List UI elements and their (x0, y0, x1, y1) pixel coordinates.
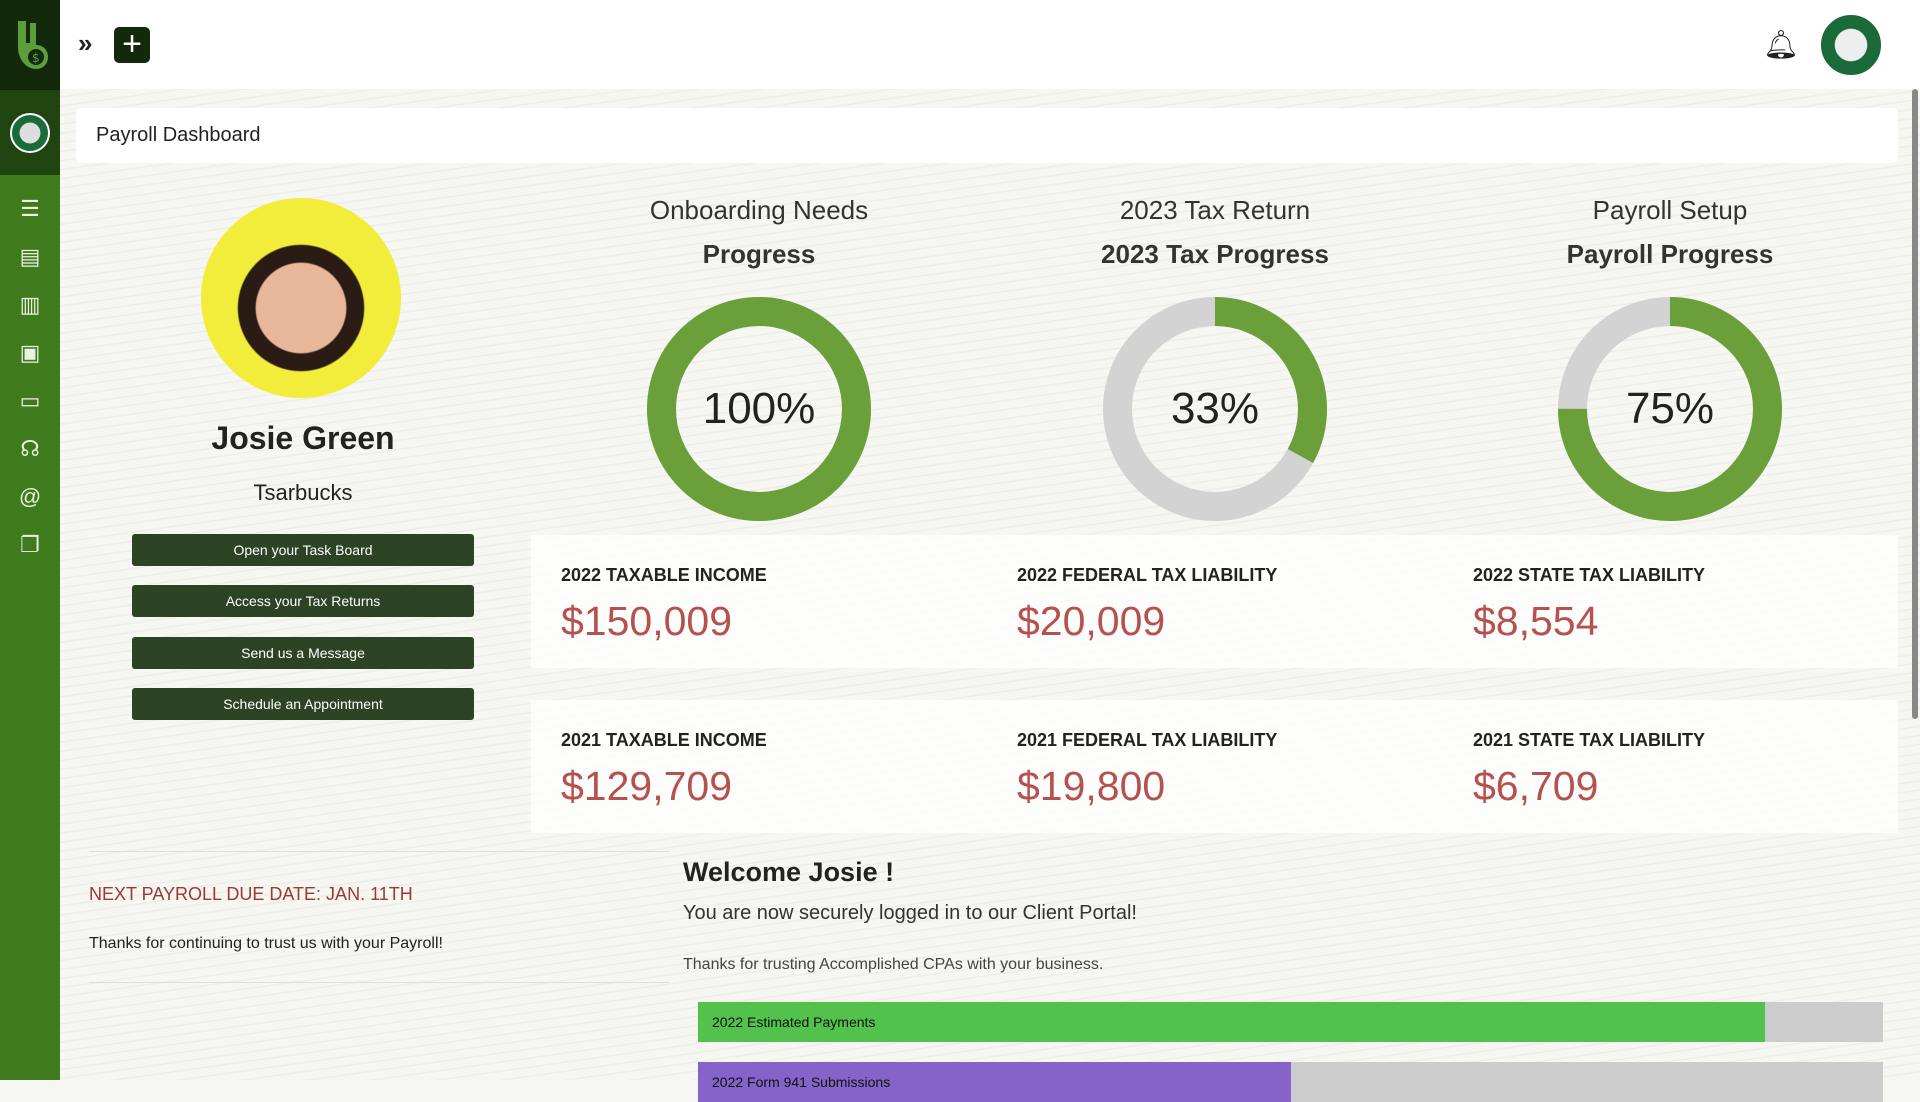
stat-card: 2022 TAXABLE INCOME $150,009 (561, 565, 767, 645)
stats-row-2021: 2021 TAXABLE INCOME $129,709 2021 FEDERAL… (531, 700, 1898, 833)
bar-label: 2022 Form 941 Submissions (712, 1074, 891, 1090)
svg-text:$: $ (32, 51, 40, 65)
stat-value: $20,009 (1017, 598, 1166, 644)
sidebar: $ ☰ ▤ ▥ ▣ ▭ ☊ @ ❐ (0, 0, 60, 1080)
bell-icon[interactable]: 🔔︎ (1763, 29, 1799, 60)
progress-bar-estimated-payments: 2022 Estimated Payments (698, 1002, 1883, 1042)
stat-value: $6,709 (1473, 763, 1599, 809)
donut-fill (1558, 297, 1782, 521)
progress-bar-form-941: 2022 Form 941 Submissions (698, 1062, 1883, 1102)
divider (89, 982, 669, 983)
donut-subtitle: 2023 Tax Progress (1101, 239, 1329, 269)
donut-percent: 100% (702, 384, 816, 433)
calendar-icon[interactable]: ▣ (19, 340, 41, 365)
scrollbar[interactable] (1912, 89, 1918, 719)
welcome-title: Welcome Josie ! (683, 857, 895, 887)
donut-subtitle: Payroll Progress (1566, 239, 1774, 269)
donut-percent: 33% (1170, 384, 1260, 433)
window-icon[interactable]: ❐ (20, 532, 40, 557)
schedule-appointment-button[interactable]: Schedule an Appointment (132, 688, 474, 720)
donut-title: Payroll Setup (1592, 195, 1748, 225)
donut-fill (647, 297, 871, 521)
board-icon[interactable]: ▥ (19, 292, 41, 317)
user-avatar[interactable] (1821, 15, 1881, 75)
bar-fill (698, 1002, 1765, 1042)
stat-label: 2021 STATE TAX LIABILITY (1473, 730, 1706, 750)
stat-card: 2021 TAXABLE INCOME $129,709 (561, 730, 767, 810)
add-button[interactable]: + (114, 27, 150, 63)
support-icon[interactable]: ☊ (20, 436, 40, 461)
logo-icon[interactable]: $ (0, 0, 60, 90)
top-bar: » + 🔔︎ (60, 0, 1920, 89)
account-avatar[interactable] (0, 90, 60, 175)
stat-card: 2022 FEDERAL TAX LIABILITY $20,009 (1017, 565, 1277, 645)
bar-label: 2022 Estimated Payments (712, 1014, 876, 1030)
profile-photo (201, 198, 401, 398)
stat-value: $8,554 (1473, 598, 1599, 644)
donut-subtitle: Progress (702, 239, 816, 269)
next-payroll-due: NEXT PAYROLL DUE DATE: JAN. 11TH (89, 884, 413, 904)
stats-row-2022: 2022 TAXABLE INCOME $150,009 2022 FEDERAL… (531, 535, 1898, 668)
stat-label: 2021 TAXABLE INCOME (561, 730, 767, 750)
stat-label: 2022 TAXABLE INCOME (561, 565, 767, 585)
donut-title: 2023 Tax Return (1119, 195, 1311, 225)
email-icon[interactable]: @ (18, 484, 42, 509)
profile-name: Josie Green (211, 420, 395, 456)
folder-icon[interactable]: ▭ (19, 388, 41, 413)
progress-donut-1: 2023 Tax Return 2023 Tax Progress 33% (1015, 195, 1415, 521)
donut-title: Onboarding Needs (649, 195, 869, 225)
stat-card: 2021 STATE TAX LIABILITY $6,709 (1473, 730, 1705, 810)
donut-fill (1103, 297, 1327, 521)
stat-value: $19,800 (1017, 763, 1166, 809)
stat-label: 2022 FEDERAL TAX LIABILITY (1017, 565, 1278, 585)
stat-label: 2022 STATE TAX LIABILITY (1473, 565, 1706, 585)
stat-card: 2021 FEDERAL TAX LIABILITY $19,800 (1017, 730, 1277, 810)
open-task-board-button[interactable]: Open your Task Board (132, 534, 474, 566)
progress-donut-2: Payroll Setup Payroll Progress 75% (1470, 195, 1870, 521)
welcome-line: Thanks for trusting Accomplished CPAs wi… (683, 956, 1104, 973)
payroll-thanks: Thanks for continuing to trust us with y… (89, 935, 443, 952)
access-tax-returns-button[interactable]: Access your Tax Returns (132, 585, 474, 617)
welcome-line: You are now securely logged in to our Cl… (683, 902, 1137, 924)
menu-icon[interactable]: ☰ (20, 196, 40, 221)
divider (89, 851, 669, 852)
stat-label: 2021 FEDERAL TAX LIABILITY (1017, 730, 1278, 750)
donut-percent: 75% (1625, 384, 1715, 433)
stat-value: $129,709 (561, 763, 733, 809)
send-message-button[interactable]: Send us a Message (132, 637, 474, 669)
page-title: Payroll Dashboard (76, 108, 1898, 163)
stat-value: $150,009 (561, 598, 733, 644)
progress-donut-0: Onboarding Needs Progress 100% (559, 195, 959, 521)
expand-sidebar-icon[interactable]: » (78, 28, 93, 58)
stat-card: 2022 STATE TAX LIABILITY $8,554 (1473, 565, 1705, 645)
document-icon[interactable]: ▤ (19, 244, 41, 269)
profile-company: Tsarbucks (253, 480, 353, 505)
